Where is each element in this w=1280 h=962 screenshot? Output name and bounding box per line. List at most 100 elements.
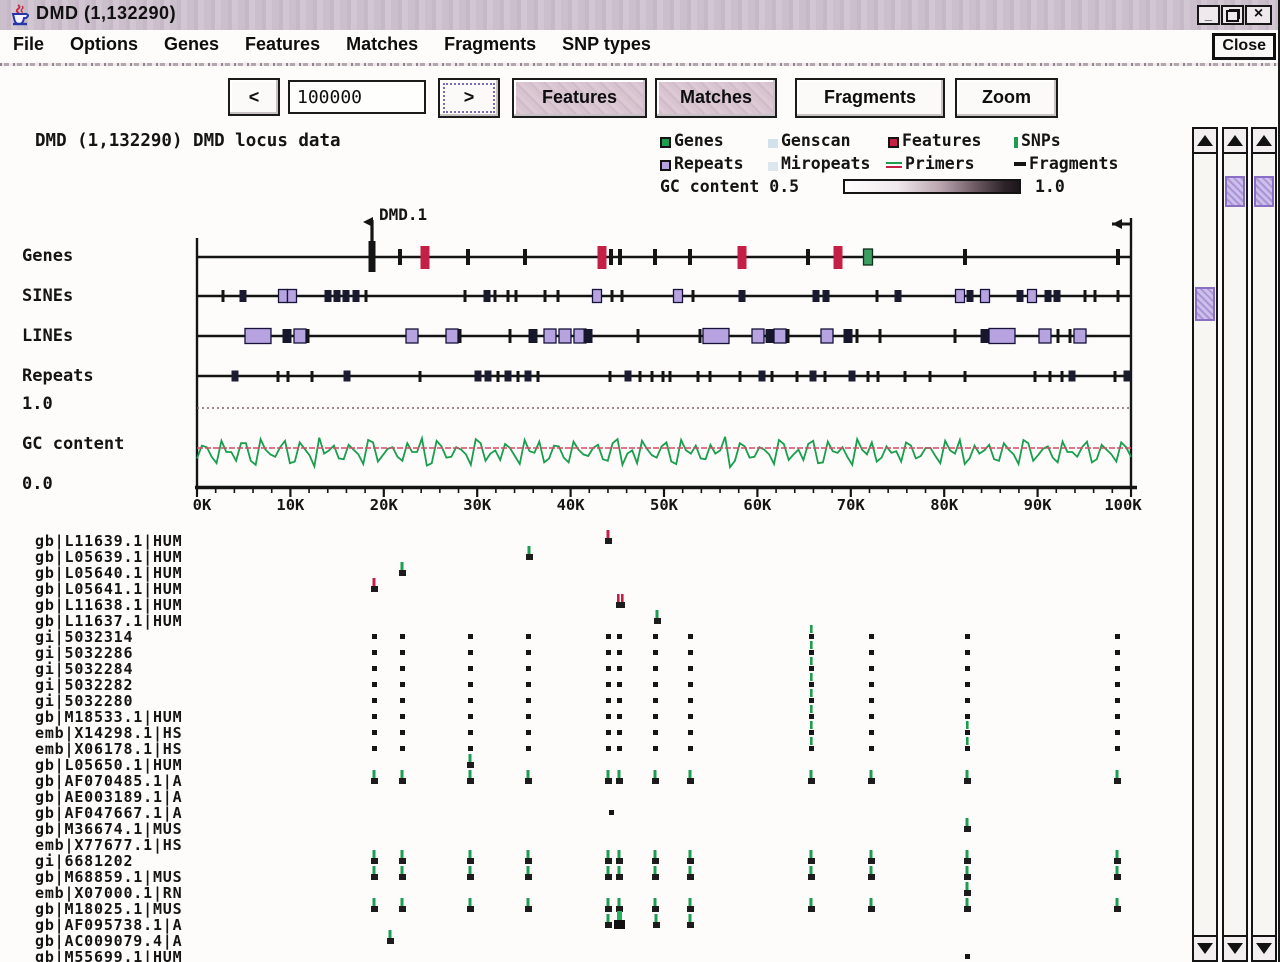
gc-min-label: 0.0: [22, 474, 53, 494]
right-arrow-glyph: >: [463, 87, 475, 107]
menu-item-genes[interactable]: Genes: [164, 34, 220, 54]
line-mark: [306, 329, 310, 343]
matches-button-label: Matches: [679, 87, 753, 107]
gene-mark: [609, 249, 613, 265]
match-snp-tick: [526, 898, 530, 906]
minimize-button[interactable]: _: [1197, 5, 1220, 25]
match-snp-tick: [1115, 866, 1119, 874]
scroll-right-button[interactable]: >: [438, 78, 500, 118]
line-mark: [293, 328, 307, 344]
repeat-mark: [231, 370, 239, 382]
gene-mark: [523, 249, 527, 265]
scroll-down-button[interactable]: [1194, 935, 1216, 960]
match-dot: [809, 666, 814, 671]
match-mark: [616, 602, 625, 608]
sequence-label[interactable]: gi|5032286: [35, 644, 134, 662]
sequence-label[interactable]: gb|M68859.1|MUS: [35, 868, 183, 886]
match-snp-tick: [809, 898, 813, 906]
line-mark: [583, 329, 593, 343]
sequence-label[interactable]: emb|X77677.1|HS: [35, 836, 183, 854]
match-dot: [526, 746, 531, 751]
menu-item-features[interactable]: Features: [245, 34, 321, 54]
scroll-down-button[interactable]: [1224, 935, 1246, 960]
sequence-label[interactable]: gi|5032280: [35, 692, 134, 710]
matches-button[interactable]: Matches: [655, 78, 777, 118]
scroll-up-button[interactable]: [1194, 129, 1216, 154]
menu-item-options[interactable]: Options: [70, 34, 139, 54]
sequence-label[interactable]: gb|L05639.1|HUM: [35, 548, 183, 566]
sequence-label[interactable]: gb|M36674.1|MUS: [35, 820, 183, 838]
close-button[interactable]: Close: [1212, 33, 1276, 60]
sequence-label[interactable]: gb|L05650.1|HUM: [35, 756, 183, 774]
menu-item-fragments[interactable]: Fragments: [444, 34, 537, 54]
sequence-label[interactable]: gb|M18025.1|MUS: [35, 900, 183, 918]
sequence-label[interactable]: emb|X07000.1|RN: [35, 884, 183, 902]
match-snp-tick: [526, 866, 530, 874]
menu-item-file[interactable]: File: [13, 34, 45, 54]
match-mark: [868, 858, 875, 864]
menu-item-matches[interactable]: Matches: [346, 34, 419, 54]
zoom-button[interactable]: Zoom: [955, 78, 1058, 118]
match-dot: [965, 714, 970, 719]
sequence-label[interactable]: gb|L11637.1|HUM: [35, 612, 183, 630]
match-snp-tick: [688, 914, 692, 922]
position-input[interactable]: [288, 80, 426, 114]
match-dot: [688, 634, 693, 639]
sequence-label[interactable]: gb|AE003189.1|A: [35, 788, 183, 806]
sequence-label[interactable]: gb|L05641.1|HUM: [35, 580, 183, 598]
vertical-scrollbar-1[interactable]: [1192, 127, 1218, 962]
scrollbar-thumb[interactable]: [1254, 176, 1274, 207]
match-dot: [372, 698, 377, 703]
match-dot: [688, 730, 693, 735]
match-snp-tick: [965, 882, 969, 890]
feature-mark: [737, 246, 747, 269]
sequence-label[interactable]: gb|AF095738.1|A: [35, 916, 183, 934]
sine-mark: [954, 288, 966, 304]
sequence-label[interactable]: gb|L05640.1|HUM: [35, 564, 183, 582]
sequence-label[interactable]: emb|X06178.1|HS: [35, 740, 183, 758]
sequence-label[interactable]: gb|AF047667.1|A: [35, 804, 183, 822]
sequence-label[interactable]: gb|AF070485.1|A: [35, 772, 183, 790]
scroll-up-button[interactable]: [1224, 129, 1246, 154]
feature-mark: [420, 246, 430, 269]
scroll-down-button[interactable]: [1253, 935, 1275, 960]
sequence-label[interactable]: gb|L11639.1|HUM: [35, 532, 183, 550]
restore-button[interactable]: [1221, 5, 1244, 25]
match-mark: [652, 906, 659, 912]
sequence-label[interactable]: emb|X14298.1|HS: [35, 724, 183, 742]
vertical-scrollbar-2[interactable]: [1222, 127, 1248, 962]
match-snp-tick: [655, 610, 659, 618]
scroll-up-button[interactable]: [1253, 129, 1275, 154]
line-mark: [244, 327, 272, 345]
primers-icon: [886, 158, 902, 171]
scrollbar-thumb[interactable]: [1225, 176, 1245, 207]
menu-item-snp-types[interactable]: SNP types: [562, 34, 651, 54]
sequence-label[interactable]: gi|5032282: [35, 676, 134, 694]
sequence-label[interactable]: gi|5032314: [35, 628, 134, 646]
scrollbar-thumb[interactable]: [1195, 287, 1215, 321]
fragments-button[interactable]: Fragments: [795, 78, 945, 118]
sequence-label[interactable]: gb|AC009079.4|A: [35, 932, 183, 950]
line-mark: [765, 329, 775, 343]
match-dot: [617, 682, 622, 687]
sequence-label[interactable]: gb|M18533.1|HUM: [35, 708, 183, 726]
sequence-label[interactable]: gb|M55699.1|HUM: [35, 948, 183, 962]
sequence-label[interactable]: gi|5032284: [35, 660, 134, 678]
features-button[interactable]: Features: [512, 78, 647, 118]
close-window-button[interactable]: ×: [1245, 5, 1272, 25]
sequence-label[interactable]: gb|L11638.1|HUM: [35, 596, 183, 614]
scroll-left-button[interactable]: <: [228, 78, 280, 116]
match-mark: [652, 778, 659, 784]
match-dot: [965, 634, 970, 639]
match-mark: [808, 906, 815, 912]
vertical-scrollbar-3[interactable]: [1251, 127, 1277, 962]
sine-mark: [1083, 290, 1087, 302]
match-snp-tick: [372, 770, 376, 778]
match-snp-tick: [617, 770, 621, 778]
match-mark: [467, 906, 474, 912]
legend-label: Genes: [674, 131, 724, 150]
match-snp-tick: [810, 705, 813, 713]
sequence-label[interactable]: gi|6681202: [35, 852, 134, 870]
match-dot: [609, 810, 614, 815]
